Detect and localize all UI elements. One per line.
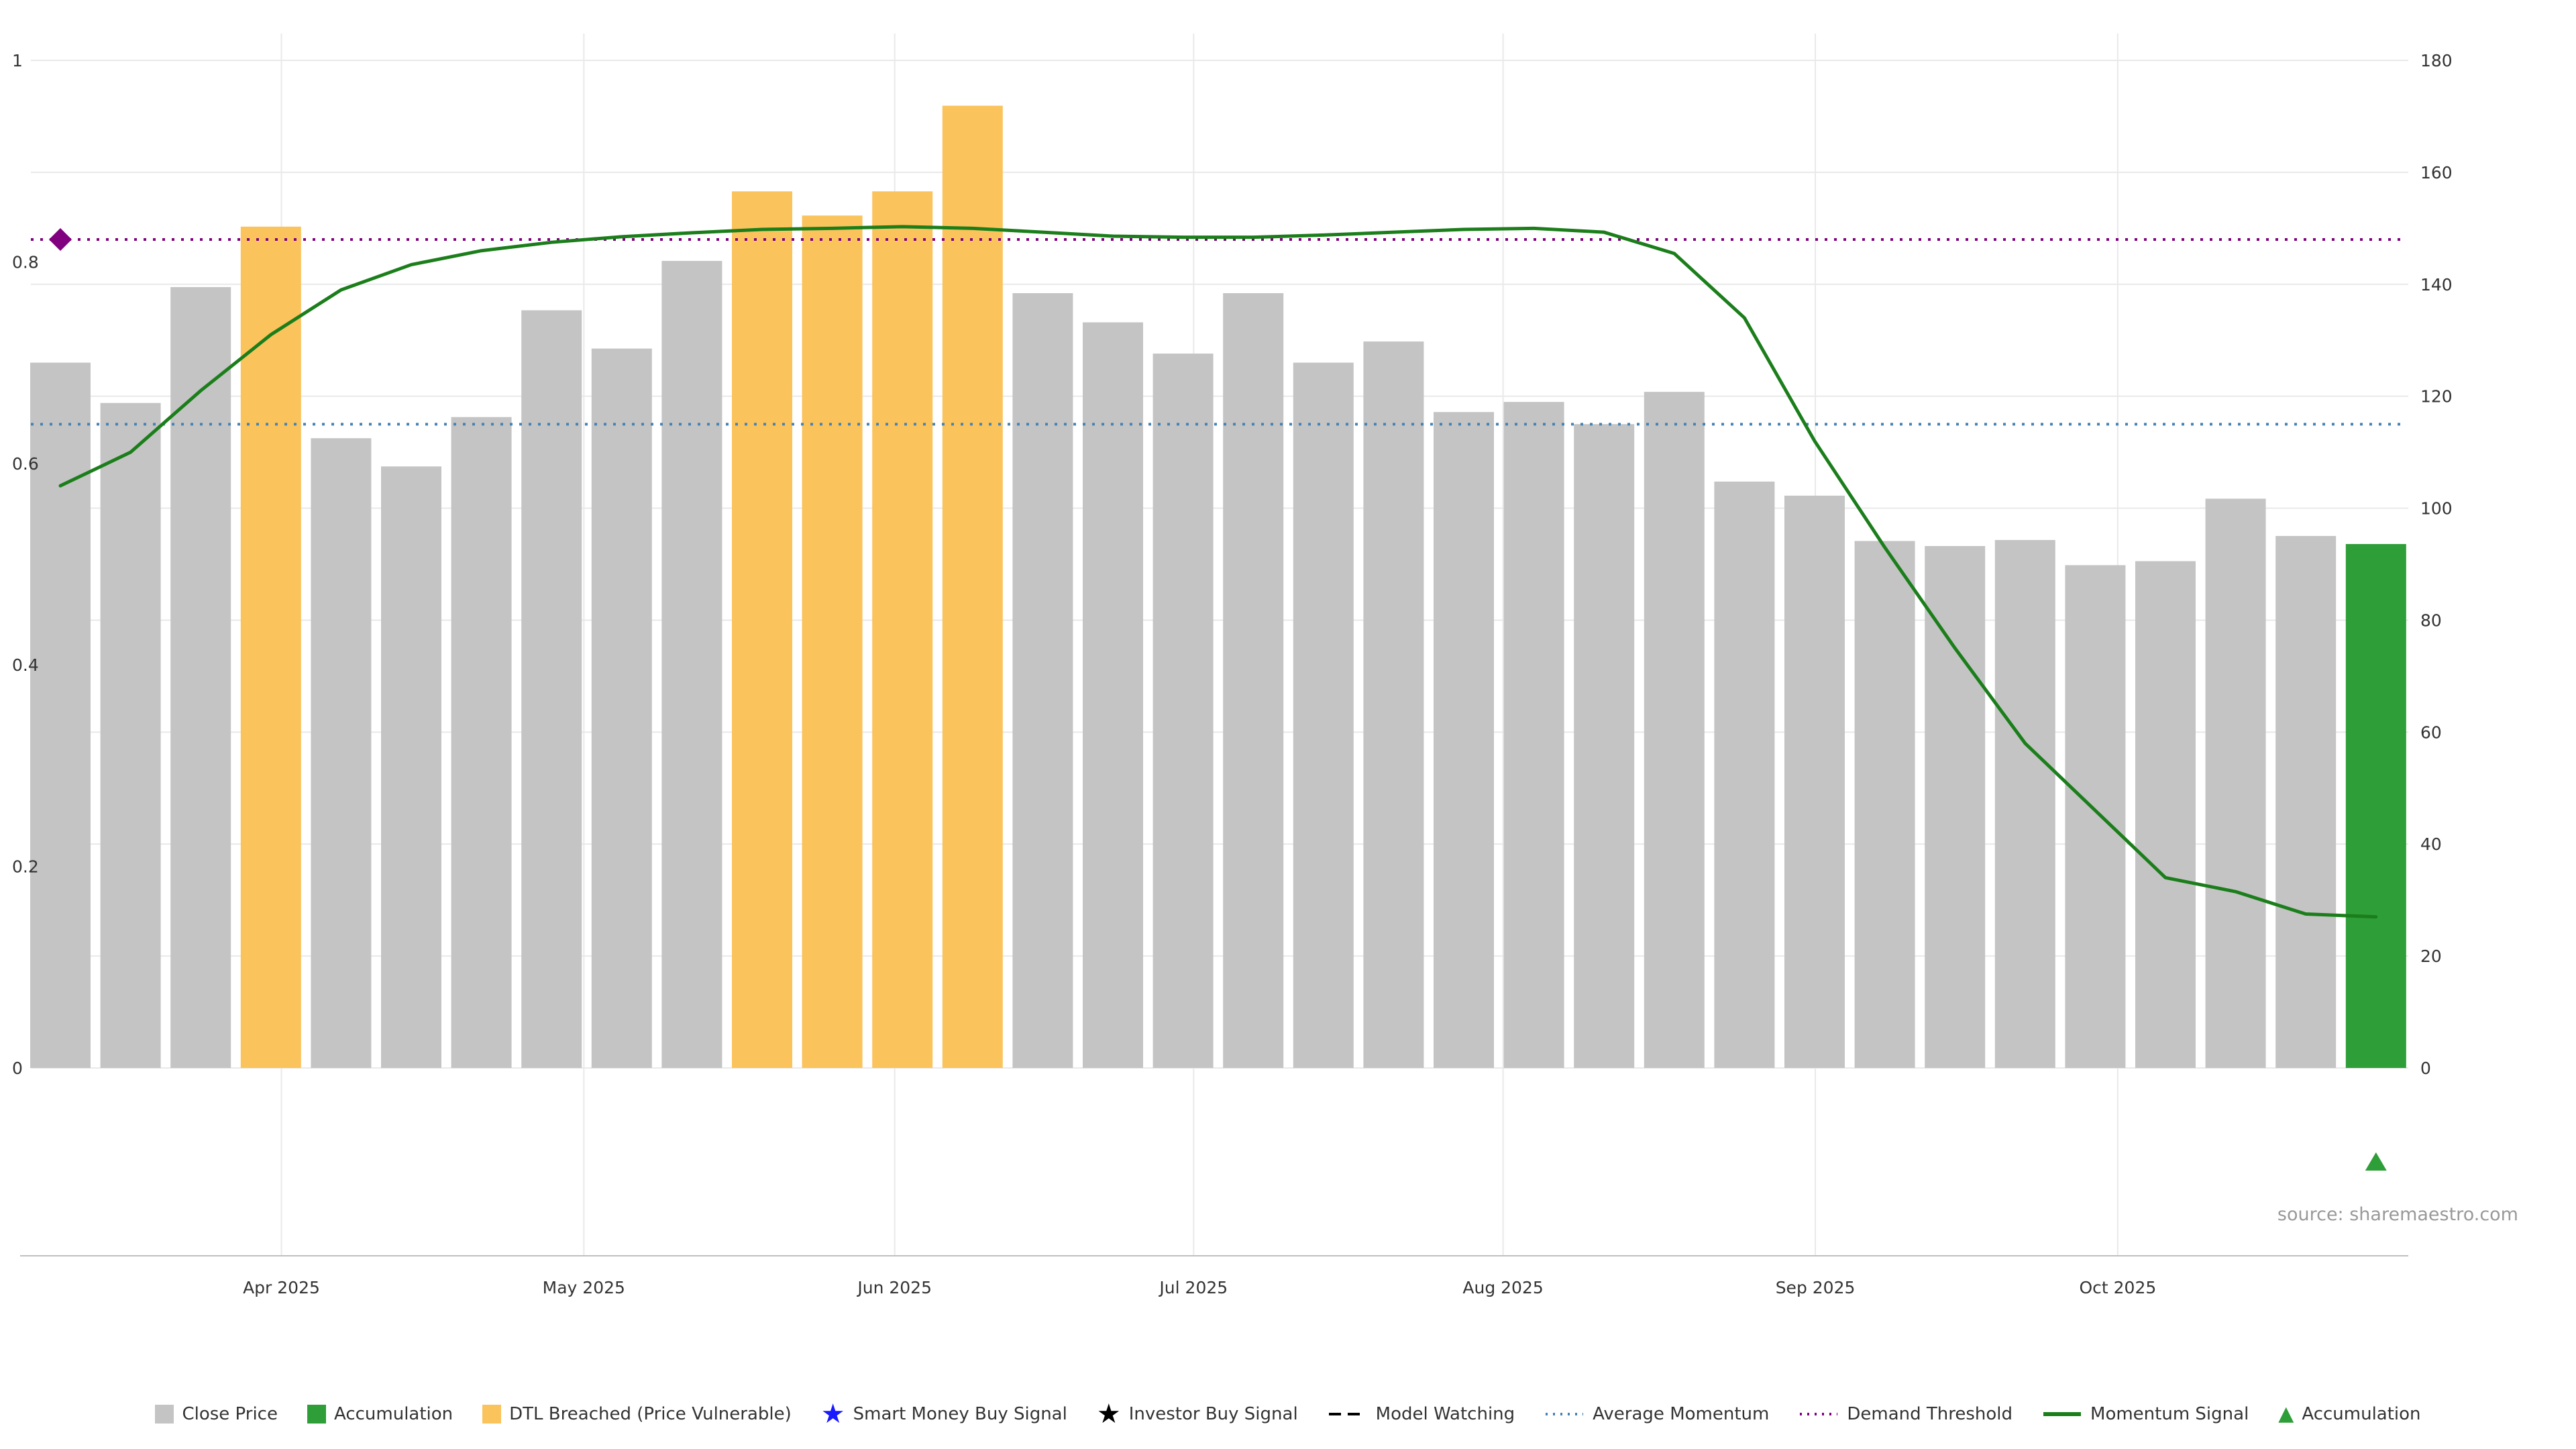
legend-swatch-square-dtl-breached: [482, 1405, 502, 1424]
close-price-bar: [451, 417, 512, 1068]
legend-label: Accumulation: [333, 1404, 453, 1424]
close-price-bar: [311, 438, 372, 1068]
legend-item-investor-buy-signal: ★ Investor Buy Signal: [1097, 1401, 1298, 1428]
dtl-breached-bar: [240, 226, 301, 1069]
legend-label: Investor Buy Signal: [1128, 1404, 1298, 1424]
right-axis-tick-label: 160: [2420, 163, 2453, 182]
close-price-bar: [1784, 495, 1845, 1068]
dtl-breached-bar: [802, 215, 863, 1069]
legend-label: Demand Threshold: [1847, 1404, 2013, 1424]
close-price-bar: [2135, 561, 2196, 1068]
right-axis-tick-label: 20: [2420, 947, 2442, 966]
close-price-bar: [2065, 565, 2126, 1068]
x-axis-tick-label: Jul 2025: [1158, 1278, 1228, 1297]
close-price-bar: [661, 260, 722, 1069]
legend-label: Average Momentum: [1593, 1404, 1770, 1424]
legend-label: Model Watching: [1375, 1404, 1515, 1424]
close-price-bar: [2275, 535, 2337, 1068]
legend-swatch-star-smart-money-buy-signal: ★: [820, 1399, 845, 1430]
legend-swatch-dash-model-watching: [1328, 1413, 1366, 1415]
legend-item-close-price: Close Price: [155, 1404, 278, 1424]
source-credit: source: sharemaestro.com: [2277, 1204, 2518, 1225]
close-price-bar: [1574, 424, 1635, 1068]
close-price-bar: [100, 402, 161, 1068]
left-axis-tick-label: 1: [12, 51, 23, 70]
close-price-bar: [381, 466, 441, 1068]
close-price-bar: [521, 310, 582, 1069]
close-price-bar: [1012, 292, 1073, 1068]
legend-label: Close Price: [182, 1404, 278, 1424]
legend-swatch-dotted-average-momentum: [1546, 1413, 1584, 1415]
close-price-bar: [1434, 412, 1494, 1068]
right-axis-tick-label: 140: [2420, 275, 2453, 294]
close-price-bar: [1854, 541, 1915, 1068]
right-axis-tick-label: 180: [2420, 51, 2453, 70]
accumulation-bar: [2345, 543, 2406, 1068]
close-price-bar: [2205, 498, 2266, 1068]
legend-item-momentum-signal: Momentum Signal: [2042, 1404, 2249, 1424]
x-axis-tick-label: May 2025: [543, 1278, 625, 1297]
dtl-breached-bar: [732, 191, 792, 1068]
right-axis-tick-label: 80: [2420, 610, 2442, 630]
legend-swatch-dotted-demand-threshold: [1800, 1413, 1838, 1415]
right-axis-tick-label: 100: [2420, 499, 2453, 519]
legend-label: Smart Money Buy Signal: [853, 1404, 1067, 1424]
legend-swatch-square-close-price: [155, 1405, 174, 1424]
close-price-bar: [30, 362, 91, 1068]
close-price-bar: [1223, 292, 1284, 1068]
x-axis-tick-label: Jun 2025: [856, 1278, 932, 1297]
right-axis-tick-label: 60: [2420, 722, 2442, 742]
close-price-bar: [1152, 354, 1214, 1068]
dtl-breached-bar: [942, 105, 1003, 1069]
close-price-bar: [1293, 362, 1354, 1068]
legend-item-model-watching: Model Watching: [1328, 1404, 1515, 1424]
demand-threshold-diamond-marker: [49, 228, 72, 252]
close-price-bar: [1503, 402, 1564, 1068]
legend-item-accumulation-bar: Accumulation: [307, 1404, 453, 1424]
close-price-bar: [591, 348, 652, 1068]
close-price-bar: [1925, 545, 1986, 1068]
legend-item-smart-money-buy-signal: ★ Smart Money Buy Signal: [821, 1401, 1067, 1428]
close-price-bar: [1363, 341, 1424, 1069]
chart-canvas: 0 0.2 0.4 0.6 0.8 1 0 20 40 60 80 100 120 140 160 180 Ap…: [12, 34, 2453, 1297]
momentum-signal-line: [58, 225, 2378, 919]
legend-item-accumulation-marker: ▲ Accumulation: [2278, 1402, 2421, 1426]
left-axis-tick-label: 0: [12, 1059, 23, 1078]
right-axis-tick-label: 120: [2420, 387, 2453, 407]
left-axis-tick-label: 0.2: [12, 857, 39, 877]
legend-item-demand-threshold: Demand Threshold: [1799, 1404, 2012, 1424]
legend-swatch-square-accumulation-bar: [307, 1405, 326, 1424]
accumulation-triangle-marker: [2365, 1152, 2387, 1171]
close-price-bar: [1714, 481, 1775, 1068]
close-price-bar: [1083, 322, 1143, 1068]
close-price-bar: [1644, 392, 1705, 1068]
legend-label: Momentum Signal: [2090, 1404, 2249, 1424]
x-axis-tick-label: Aug 2025: [1462, 1278, 1543, 1297]
x-axis-tick-label: Sep 2025: [1776, 1278, 1856, 1297]
close-price-bar: [170, 286, 231, 1069]
legend-label: Accumulation: [2302, 1404, 2421, 1424]
legend-label: DTL Breached (Price Vulnerable): [509, 1404, 792, 1424]
close-price-bar: [1994, 539, 2055, 1068]
legend-swatch-line-momentum-signal: [2043, 1412, 2082, 1416]
left-axis-tick-label: 0.8: [12, 252, 39, 272]
legend-swatch-star-investor-buy-signal: ★: [1096, 1399, 1121, 1430]
legend-item-average-momentum: Average Momentum: [1544, 1404, 1769, 1424]
dtl-breached-bar: [872, 191, 933, 1068]
left-axis-tick-label: 0.4: [12, 655, 39, 675]
right-axis-tick-label: 40: [2420, 835, 2442, 854]
legend: Close Price Accumulation DTL Breached (Pri…: [0, 1401, 2576, 1428]
left-axis-tick-label: 0.6: [12, 454, 39, 474]
legend-swatch-triangle-accumulation-marker: ▲: [2278, 1402, 2294, 1426]
legend-item-dtl-breached: DTL Breached (Price Vulnerable): [482, 1404, 792, 1424]
right-axis-tick-label: 0: [2420, 1059, 2431, 1078]
x-axis-tick-label: Oct 2025: [2079, 1278, 2156, 1297]
x-axis-tick-label: Apr 2025: [243, 1278, 320, 1297]
